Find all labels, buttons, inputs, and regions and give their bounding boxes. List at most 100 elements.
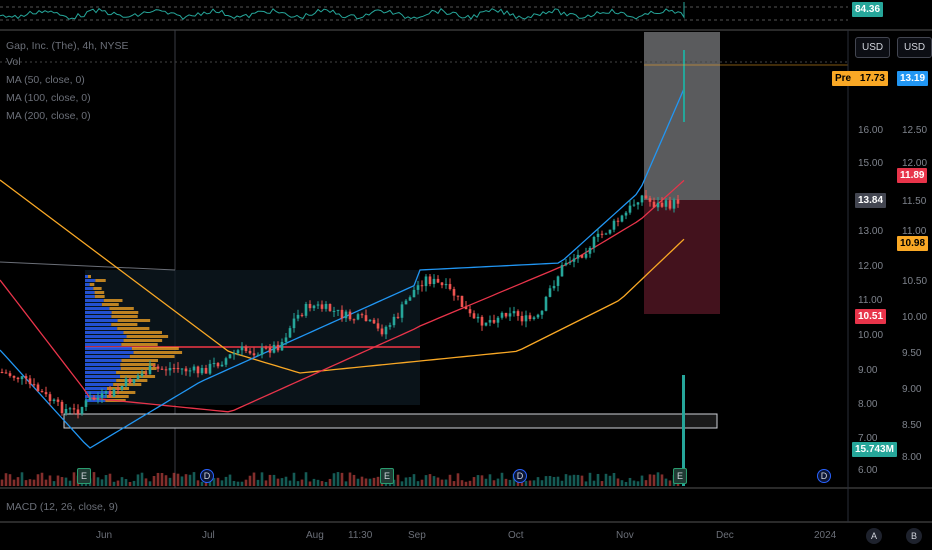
volume-profile-down-bar [103, 299, 123, 302]
volume-profile-up-bar [85, 283, 90, 286]
earnings-event-icon[interactable]: E [77, 468, 91, 484]
volume-bar [140, 472, 144, 486]
volume-profile-down-bar [117, 327, 150, 330]
candle-body [168, 367, 172, 371]
time-axis-label: Sep [408, 530, 426, 541]
volume-bar [24, 480, 28, 486]
volume-bar [288, 480, 292, 486]
volume-bar [244, 479, 248, 486]
candle-body [56, 399, 60, 402]
candle-body [280, 341, 284, 351]
volume-bar [532, 480, 536, 486]
time-axis-label: Jul [202, 530, 215, 541]
candle-body [176, 368, 180, 370]
volume-bar [556, 476, 560, 486]
volume-bar [496, 478, 500, 486]
volume-bar [560, 480, 564, 486]
volume-bar [624, 481, 628, 486]
volume-profile-down-bar [120, 363, 156, 366]
ma-orange-tag: 10.98 [897, 236, 929, 251]
volume-bar [432, 476, 436, 486]
volume-profile-up-bar [85, 383, 114, 386]
volume-bar [20, 472, 24, 486]
candle-body [348, 311, 352, 320]
candle-body [544, 296, 548, 311]
dividend-event-icon[interactable]: D [817, 469, 831, 483]
volume-profile-bars [85, 275, 183, 402]
candle-body [204, 368, 208, 374]
volume-bar [216, 477, 220, 486]
candle-body [72, 408, 76, 410]
candle-body [0, 372, 4, 373]
volume-bar [604, 473, 608, 486]
volume-bar [636, 481, 640, 486]
price-axis-label-secondary: 8.50 [902, 420, 922, 431]
volume-bar [28, 479, 32, 486]
candle-body [452, 289, 456, 296]
currency-button-left[interactable]: USD [855, 37, 891, 58]
volume-bar [104, 475, 108, 486]
volume-bar [356, 478, 360, 486]
candle-body [228, 354, 232, 359]
volume-bar [448, 474, 452, 486]
candle-body [472, 313, 476, 319]
earnings-event-icon[interactable]: E [673, 468, 687, 484]
volume-bar [188, 474, 192, 486]
volume-bar [148, 481, 152, 486]
dividend-event-icon[interactable]: D [200, 469, 214, 483]
candle-body [416, 285, 420, 290]
currency-button-right[interactable]: USD [897, 37, 932, 58]
candle-body [244, 346, 248, 351]
volume-bar [584, 481, 588, 486]
volume-bar [620, 480, 624, 486]
candle-body [624, 212, 628, 216]
volume-bar [452, 481, 456, 486]
volume-bar [572, 474, 576, 486]
candle-body [324, 304, 328, 309]
price-axis-label-secondary: 10.00 [902, 312, 928, 323]
dividend-event-icon[interactable]: D [513, 469, 527, 483]
candle-body [108, 391, 112, 397]
volume-bar [96, 477, 100, 486]
candle-body [612, 220, 616, 230]
volume-bar [424, 475, 428, 486]
volume-bar [412, 474, 416, 486]
volume-bar [588, 472, 592, 486]
price-axis-label: 11.00 [858, 295, 883, 306]
candle-body [676, 199, 680, 204]
candle-body [188, 370, 192, 372]
candle-body [632, 204, 636, 206]
candle-body [548, 288, 552, 297]
price-axis-label-secondary: 8.00 [902, 452, 922, 463]
candle-body [216, 363, 220, 367]
candle-body [608, 229, 612, 234]
candle-body [104, 391, 108, 394]
volume-profile-up-bar [85, 351, 134, 354]
candle-body [380, 328, 384, 335]
volume-profile-up-bar [85, 327, 118, 330]
volume-bar [92, 472, 96, 486]
candle-body [60, 401, 64, 414]
candle-body [172, 367, 176, 369]
volume-bar [236, 481, 240, 486]
price-axis-label: 16.00 [858, 125, 884, 136]
earnings-event-icon[interactable]: E [380, 468, 394, 484]
volume-profile-up-bar [85, 387, 108, 390]
volume-bar [524, 480, 528, 486]
auto-scale-button[interactable]: A [866, 528, 882, 544]
candle-body [116, 388, 120, 390]
volume-profile-up-bar [85, 379, 117, 382]
price-axis-label-secondary: 11.00 [902, 226, 927, 237]
volume-bar [52, 481, 56, 486]
log-scale-button[interactable]: B [906, 528, 922, 544]
candle-body [76, 409, 80, 414]
time-axis-label: Nov [616, 530, 634, 541]
volume-profile-down-bar [101, 303, 119, 306]
candle-body [552, 285, 556, 289]
candle-body [276, 344, 280, 351]
volume-bar [196, 480, 200, 486]
candle-body [392, 316, 396, 326]
candle-body [328, 304, 332, 312]
volume-bar [332, 473, 336, 486]
